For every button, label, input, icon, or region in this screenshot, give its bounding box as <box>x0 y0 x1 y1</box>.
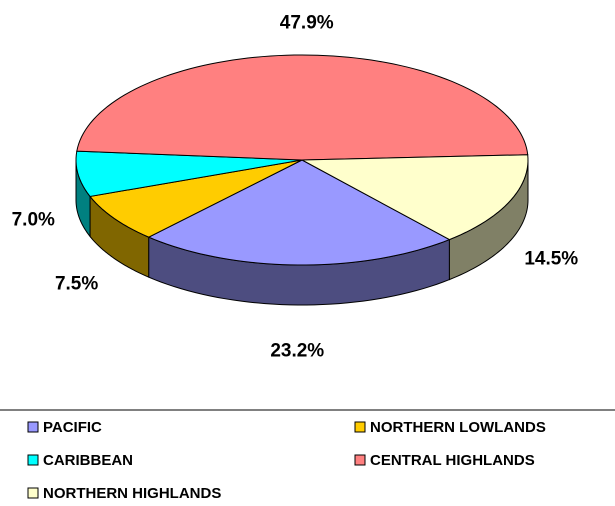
pie-slice <box>147 159 451 266</box>
legend-swatch <box>27 421 39 433</box>
legend-swatch <box>27 487 39 499</box>
legend-label: NORTHERN HIGHLANDS <box>43 485 221 502</box>
legend-label: CENTRAL HIGHLANDS <box>370 452 535 469</box>
pie-slice <box>89 159 303 238</box>
data-label: 7.5% <box>55 273 98 294</box>
data-label: 23.2% <box>270 340 324 361</box>
data-label: 7.0% <box>12 209 55 230</box>
legend-swatch <box>27 454 39 466</box>
pie-slice <box>75 150 303 197</box>
pie-slice <box>76 54 529 161</box>
pie-slice <box>300 154 529 241</box>
data-label: 14.5% <box>524 249 578 270</box>
legend-swatch <box>354 421 366 433</box>
legend-swatch <box>354 454 366 466</box>
legend-label: NORTHERN LOWLANDS <box>370 419 546 436</box>
legend-label: CARIBBEAN <box>43 452 133 469</box>
data-label: 47.9% <box>280 13 334 34</box>
legend-label: PACIFIC <box>43 419 102 436</box>
